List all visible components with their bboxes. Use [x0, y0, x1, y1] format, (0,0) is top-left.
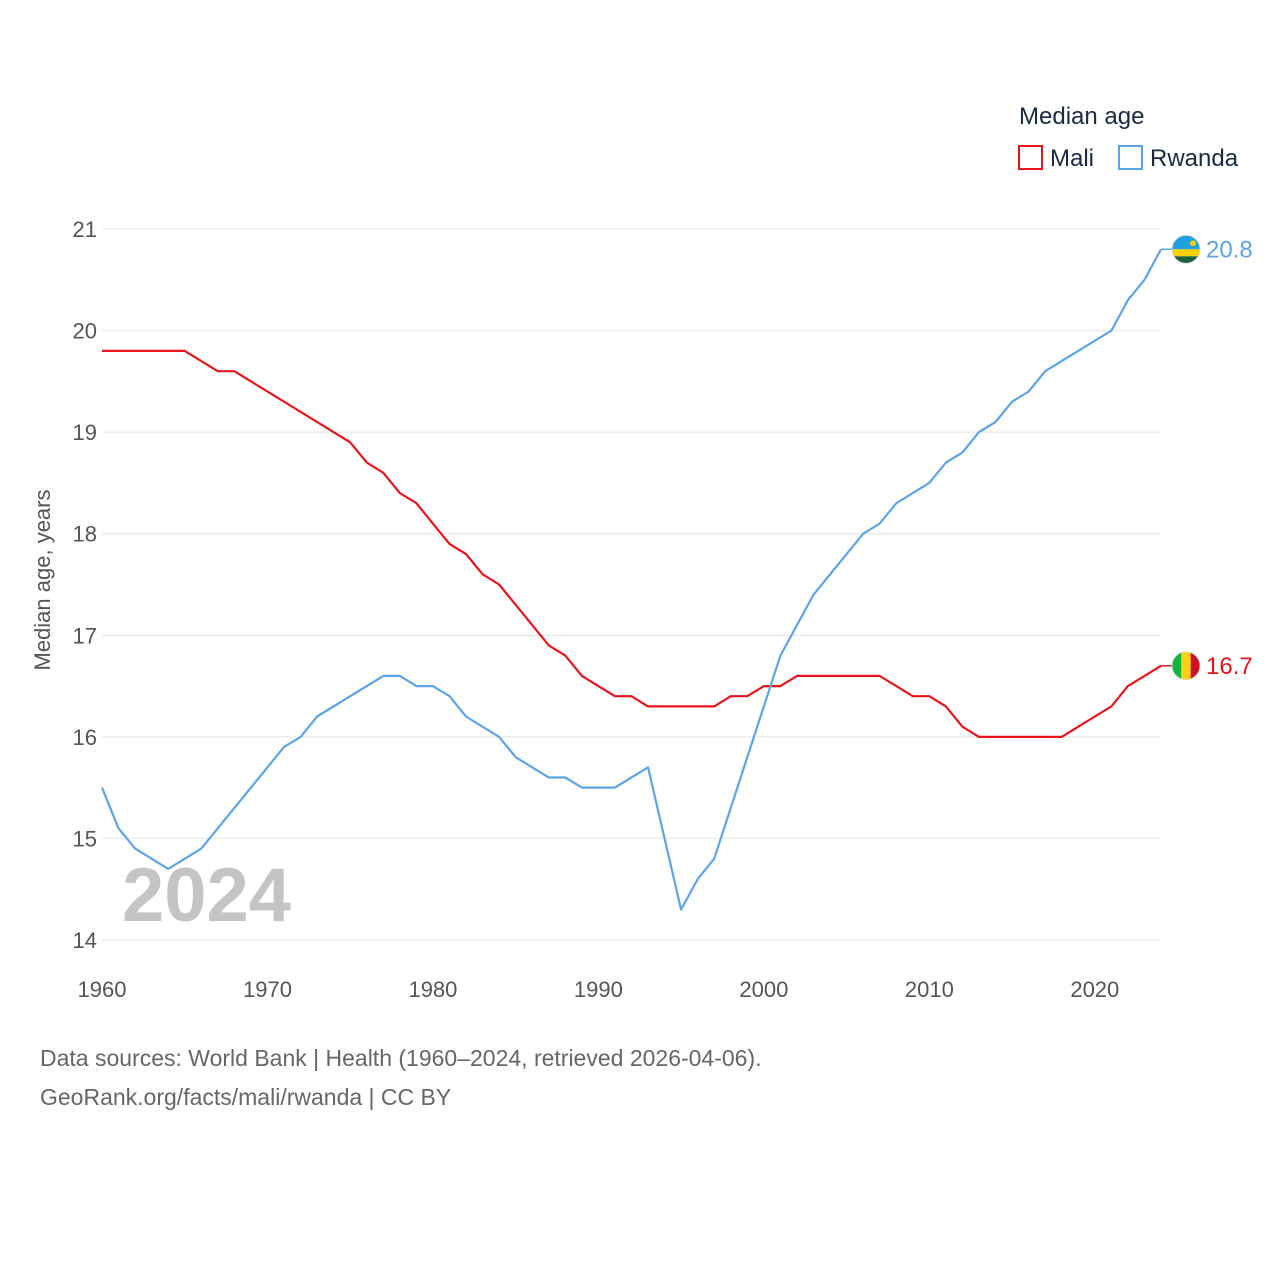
rwanda-flag-icon [1171, 234, 1201, 264]
attribution-link[interactable]: GeoRank.org/facts/mali/rwanda | CC BY [40, 1084, 452, 1110]
legend-title: Median age [1019, 103, 1144, 130]
x-tick-label-1990: 1990 [574, 977, 623, 1002]
legend: Median age Mali Rwanda [1018, 103, 1239, 172]
legend-swatch-rwanda [1118, 145, 1143, 170]
x-tick-label-2000: 2000 [739, 977, 788, 1002]
legend-swatch-mali [1018, 145, 1043, 170]
series-line-rwanda [100, 248, 1162, 911]
x-tick-label-2020: 2020 [1070, 977, 1119, 1002]
x-tick-label-1970: 1970 [243, 977, 292, 1002]
y-axis-ticks: 14 15 16 17 18 19 20 21 [73, 217, 97, 953]
mali-flag-icon [1171, 651, 1201, 681]
y-tick-label-15: 15 [73, 826, 97, 851]
end-value-label-rwanda: 20.8 [1206, 236, 1253, 263]
median-age-chart: 14 15 16 17 18 19 20 21 1960 1970 1980 1990 2000 201… [30, 103, 1253, 1002]
grid-lines [102, 228, 1161, 941]
x-tick-label-2010: 2010 [905, 977, 954, 1002]
x-axis-ticks: 1960 1970 1980 1990 2000 2010 2020 [78, 977, 1120, 1002]
source-text: Data sources: World Bank | Health (1960–… [40, 1045, 762, 1071]
y-tick-label-21: 21 [73, 217, 97, 242]
year-watermark: 2024 [122, 853, 291, 938]
y-tick-label-19: 19 [73, 420, 97, 445]
y-tick-label-16: 16 [73, 725, 97, 750]
legend-label-mali: Mali [1050, 145, 1094, 172]
x-tick-label-1980: 1980 [408, 977, 457, 1002]
y-axis-title: Median age, years [30, 490, 55, 671]
x-tick-label-1960: 1960 [78, 977, 127, 1002]
y-tick-label-20: 20 [73, 319, 97, 344]
series-line-mali [102, 349, 1162, 738]
end-value-label-mali: 16.7 [1206, 653, 1253, 680]
legend-label-rwanda: Rwanda [1150, 145, 1239, 172]
series-lines [100, 248, 1162, 911]
y-tick-label-18: 18 [73, 522, 97, 547]
y-tick-label-14: 14 [73, 928, 97, 953]
end-markers: 16.7 20.8 [1161, 234, 1253, 681]
y-tick-label-17: 17 [73, 623, 97, 648]
